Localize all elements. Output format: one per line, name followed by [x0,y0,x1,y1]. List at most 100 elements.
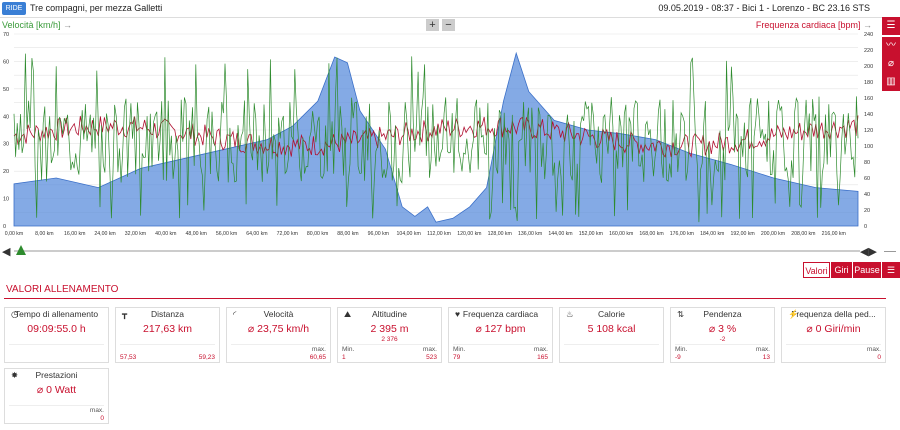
speed-tick-label: 50 [3,87,9,93]
card-max-label: max. [755,346,770,353]
disable-button[interactable]: ⌀ [882,55,900,73]
card-heart: ♥ Frequenza cardiaca ⌀ 127 bpm Min. 79 max. 16… [448,307,553,363]
card-divider [453,344,548,345]
chart-icon: 〰 [886,40,896,51]
distance-tick-label: 96,00 km [368,231,389,237]
distance-tick-label: 144,00 km [548,231,572,237]
card-min-value: 1 [342,354,346,361]
cadence-icon: ⚡ [788,309,799,319]
zoom-in-button[interactable]: + [426,19,439,31]
distance-tick-label: 192,00 km [731,231,755,237]
card-value: ⌀ 23,75 km/h [247,323,310,335]
distance-axis: 0,00 km 8,00 km 16,00 km 24,00 km 32,00 km 40… [5,231,846,237]
tab-values[interactable]: Valori [803,262,830,278]
card-title-text: Pendenza [703,309,742,319]
card-title: ♨ Calorie [560,309,663,319]
scroll-right-icon[interactable]: ◀▶ [860,246,877,258]
card-flame: ♨ Calorie 5 108 kcal [559,307,664,363]
distance-tick-label: 24,00 km [94,231,115,237]
heart-axis-label[interactable]: Frequenza cardiaca [bpm] → [755,20,872,30]
distance-tick-label: 80,00 km [307,231,328,237]
card-title-text: Frequenza della ped... [791,309,876,319]
card-title-text: Frequenza cardiaca [462,309,539,319]
distance-tick-label: 120,00 km [457,231,481,237]
speed-axis-label[interactable]: Velocità [km/h] → [2,20,73,30]
tab-laps[interactable]: Giri [831,262,852,278]
section-divider [4,298,886,299]
card-title: ♥ Frequenza cardiaca [449,309,552,319]
distance-icon: ┳ [122,309,128,319]
speed-tick-label: 70 [3,32,9,38]
card-title-text: Velocità [263,309,294,319]
card-value: 2 395 m [370,323,409,335]
heart-tick-label: 240 [864,32,873,38]
speedometer-icon: ◜ [233,309,237,319]
card-divider [9,344,104,345]
speed-tick-label: 20 [3,169,9,175]
distance-tick-label: 184,00 km [700,231,724,237]
card-speedometer: ◜ Velocità ⌀ 23,75 km/h max. 60,65 [226,307,331,363]
card-max-value: 59,23 [198,354,215,361]
card-power: ✸ Prestazioni ⌀ 0 Watt max. 0 [4,368,109,424]
bars-icon: ▥ [886,76,896,87]
heart-tick-label: 160 [864,96,873,102]
heart-rate-line [13,115,859,158]
distance-tick-label: 136,00 km [518,231,542,237]
no-icon: ⌀ [887,58,895,69]
card-max-value: 13 [762,354,770,361]
card-min-value: 57,53 [120,354,137,361]
card-max-value: 60,65 [309,354,326,361]
card-title: ┳ Distanza [116,309,219,319]
card-sub-value: -2 [719,336,726,343]
card-value: 217,63 km [142,323,193,335]
card-sub-value: 2 376 [381,336,398,343]
card-max-value: 165 [537,354,548,361]
scroll-left-icon[interactable]: ◀ [2,246,11,258]
heart-tick-label: 80 [864,160,870,166]
stats-button[interactable]: ▥ [882,73,900,91]
card-max-label: max. [422,346,437,353]
distance-tick-label: 112,00 km [427,231,451,237]
card-title: ✸ Prestazioni [11,370,78,380]
card-value: ⌀ 0 Giri/min [806,323,861,335]
zoom-out-button[interactable]: − [442,19,455,31]
heart-tick-label: 20 [864,208,870,214]
heart-tick-label: 200 [864,64,873,70]
card-title-text: Distanza [150,309,185,319]
card-max-label: max. [866,346,881,353]
tab-pauses[interactable]: Pause [853,262,881,278]
chart-scrollbar[interactable]: ◀ ◀▶ [0,244,896,258]
distance-tick-label: 16,00 km [64,231,85,237]
list-icon: ☰ [886,265,896,275]
distance-tick-label: 200,00 km [761,231,785,237]
list-view-button[interactable]: ☰ [882,17,900,35]
activity-title: Tre compagni, per mezza Galletti [30,3,163,13]
card-divider [231,344,326,345]
card-divider [9,405,104,406]
heart-tick-label: 120 [864,128,873,134]
distance-tick-label: 48,00 km [185,231,206,237]
chart-view-button[interactable]: 〰 [882,37,900,55]
card-divider [675,344,770,345]
heart-tick-label: 180 [864,80,873,86]
card-min-value: -9 [675,354,681,361]
card-value: ⌀ 0 Watt [36,384,77,396]
scroll-handle-start[interactable] [16,245,26,255]
card-title: ◜ Velocità [227,309,330,319]
card-max-label: max. [311,346,326,353]
card-value: 09:09:55.0 h [27,323,86,335]
speed-line [13,53,859,223]
heart-tick-label: 0 [864,224,867,230]
speed-tick-label: 40 [3,114,9,120]
section-title: VALORI ALLENAMENTO [6,284,119,295]
collapse-icon[interactable] [884,251,896,252]
card-distance: ┳ Distanza 217,63 km 57,53 59,23 [115,307,220,363]
distance-tick-label: 64,00 km [246,231,267,237]
tab-list-button[interactable]: ☰ [882,262,900,278]
card-min-value: 79 [453,354,461,361]
card-divider [342,344,437,345]
heart-tick-label: 140 [864,112,873,118]
distance-tick-label: 208,00 km [791,231,815,237]
